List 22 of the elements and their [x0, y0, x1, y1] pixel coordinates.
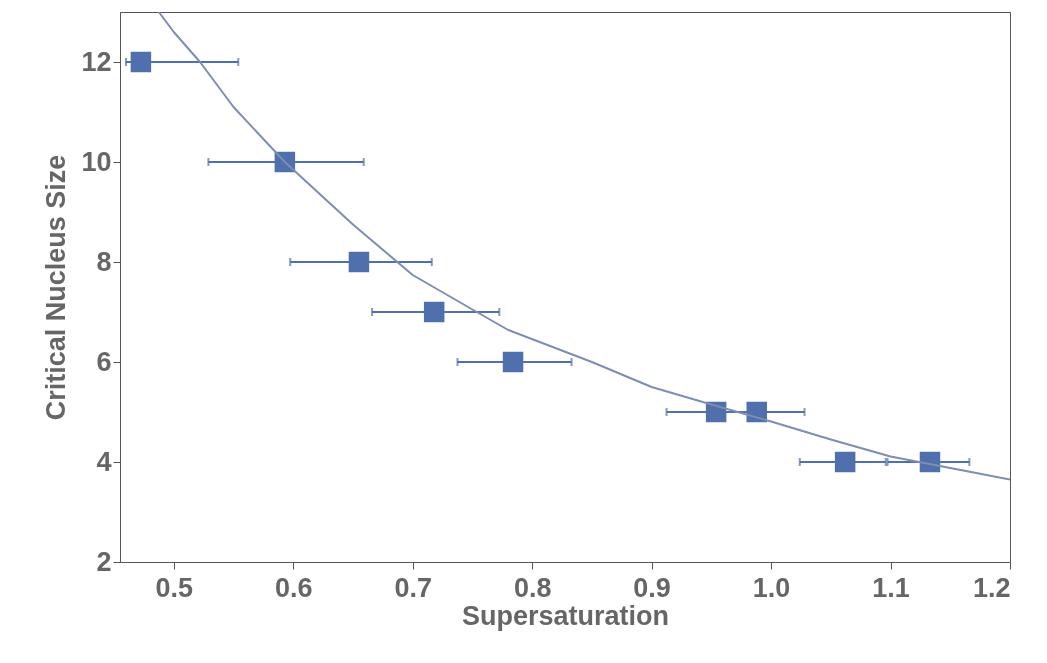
x-tick-label: 0.5 — [155, 572, 194, 603]
point — [502, 351, 524, 373]
x-tick-label: 0.9 — [633, 572, 671, 603]
y-tick-label: 10 — [81, 146, 112, 177]
x-axis-title: Supersaturation — [461, 600, 670, 631]
x-tick-label: 0.7 — [394, 572, 432, 603]
x-tick-label: 1.0 — [752, 572, 791, 603]
line-series — [157, 12, 1010, 481]
point — [348, 251, 370, 273]
point — [130, 51, 152, 73]
y-tick-label: 8 — [96, 246, 112, 277]
y-tick-label: 12 — [81, 46, 112, 77]
x-tick-label: 0.6 — [274, 572, 313, 603]
y-tick-label: 6 — [96, 346, 112, 377]
x-tick-label: 1.1 — [872, 572, 910, 603]
point — [834, 451, 856, 473]
y-tick-label: 2 — [96, 546, 112, 577]
y-axis-title: Critical Nucleus Size — [41, 154, 72, 421]
x-tick-label: 1.2 — [972, 572, 1011, 603]
x-tick-label: 0.8 — [513, 572, 552, 603]
y-tick-label: 4 — [96, 446, 112, 477]
point — [423, 301, 445, 323]
